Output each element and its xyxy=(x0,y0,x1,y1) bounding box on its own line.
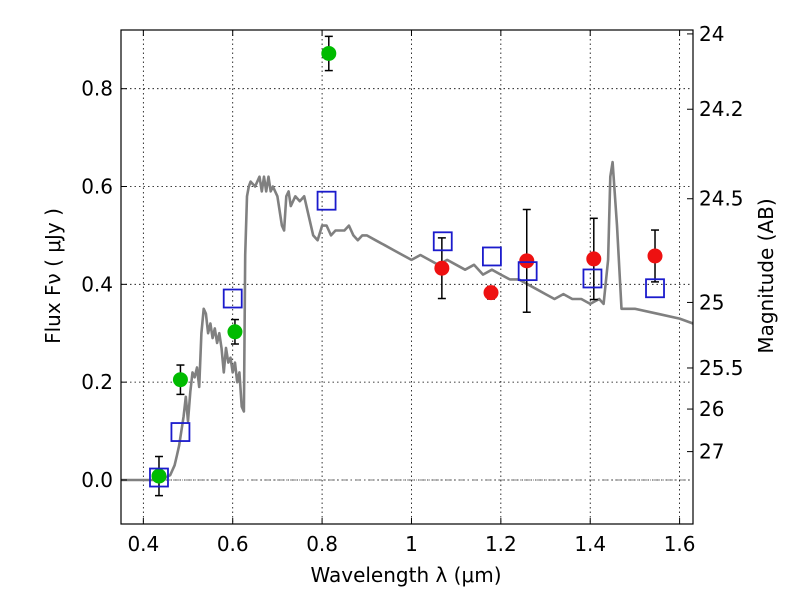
red-data-point xyxy=(519,253,535,269)
x-axis-title: Wavelength λ (μm) xyxy=(310,563,501,587)
y-tick-label: 0.4 xyxy=(81,272,113,296)
markers xyxy=(149,45,665,488)
model-spectrum-line xyxy=(121,160,694,482)
y2-tick-label: 25 xyxy=(699,290,724,314)
spectrum-layer xyxy=(121,160,694,482)
y-tick-label: 0.2 xyxy=(81,370,113,394)
x-tick-label: 0.8 xyxy=(306,532,338,556)
y-tick-label: 0.8 xyxy=(81,77,113,101)
red-data-point xyxy=(434,260,450,276)
ticks xyxy=(121,30,693,524)
model-square-point xyxy=(149,467,169,488)
x-tick-label: 1.2 xyxy=(485,532,517,556)
model-square-point xyxy=(170,422,191,442)
x-tick-label: 1.4 xyxy=(574,532,606,556)
model-square-point xyxy=(432,231,453,252)
model-square-point xyxy=(316,190,337,211)
red-data-point xyxy=(647,248,663,264)
red-data-point xyxy=(483,285,499,301)
error-bars xyxy=(154,35,660,497)
x-tick-label: 0.6 xyxy=(217,532,249,556)
x-tick-label: 1 xyxy=(405,532,418,556)
y2-tick-label: 25.5 xyxy=(699,356,744,380)
y-tick-label: 0.6 xyxy=(81,175,113,199)
y2-axis-title: Magnitude (AB) xyxy=(754,198,778,353)
green-data-point xyxy=(227,324,243,340)
green-data-point xyxy=(151,468,167,484)
red-data-point xyxy=(586,251,602,267)
green-data-point xyxy=(321,45,337,61)
x-tick-label: 1.6 xyxy=(664,532,696,556)
y-axis-title: Flux Fν ( μJy ) xyxy=(41,208,65,344)
model-square-point xyxy=(482,246,502,267)
y2-tick-label: 24.2 xyxy=(699,97,744,121)
model-square-point xyxy=(517,261,538,282)
model-square-point xyxy=(645,278,665,299)
x-tick-label: 0.4 xyxy=(127,532,159,556)
model-square-point xyxy=(582,268,603,289)
y-tick-label: 0.0 xyxy=(81,468,113,492)
y2-tick-label: 24.5 xyxy=(699,187,744,211)
y2-tick-label: 27 xyxy=(699,440,724,464)
green-data-point xyxy=(172,372,188,388)
tick-labels: 0.4 0.6 0.8 1 1.2 1.4 1.6 0.0 0.2 0.4 0.6 0.8 24 24.2… xyxy=(81,22,743,556)
model-square-point xyxy=(222,288,243,309)
plot-frame xyxy=(120,29,694,525)
y2-tick-label: 24 xyxy=(699,22,724,46)
y2-tick-label: 26 xyxy=(699,397,724,421)
